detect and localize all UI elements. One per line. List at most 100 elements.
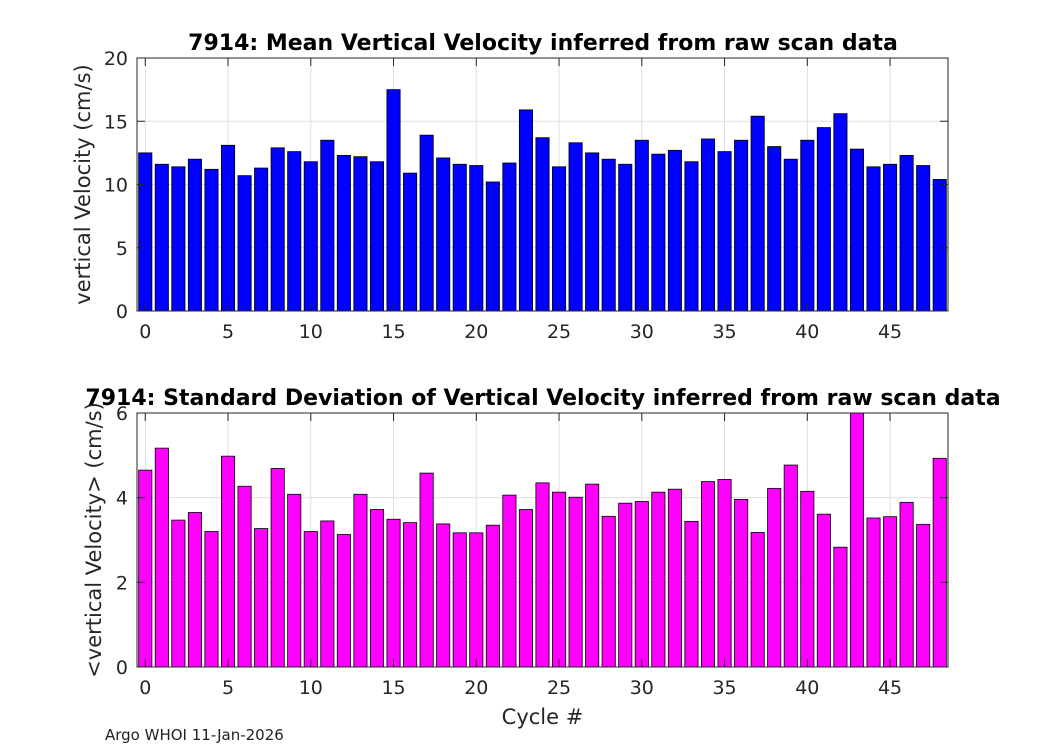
panel2-bar-20 [469, 532, 484, 668]
panel2-bar-15 [386, 518, 401, 668]
panel2-bar-30 [634, 501, 649, 668]
panel1-xtick-label: 25 [547, 321, 571, 343]
panel1-bar-44 [866, 166, 881, 312]
panel1-ytick-label: 5 [116, 238, 128, 260]
panel2-xtick-label: 0 [139, 677, 151, 699]
panel2-bar-17 [419, 472, 434, 668]
panel2-bar-16 [403, 522, 418, 668]
panel2-bar-47 [916, 523, 931, 668]
panel2-bar-37 [750, 531, 765, 668]
panel1-xtick-label: 5 [222, 321, 234, 343]
panel2-bar-23 [518, 509, 533, 668]
panel2-bar-18 [436, 523, 451, 668]
panel1-bar-16 [403, 172, 418, 312]
panel1-ylabel: vertical Velocity (cm/s) [71, 64, 95, 304]
panel1-xtick-label: 15 [381, 321, 405, 343]
panel1-bar-34 [700, 138, 716, 312]
panel1-bar-9 [287, 151, 302, 312]
panel1-bar-41 [816, 127, 831, 312]
panel1-bar-19 [452, 163, 467, 312]
panel2-bar-33 [684, 520, 699, 668]
panel2-xtick-label: 20 [464, 677, 488, 699]
panel1-bar-1 [154, 163, 169, 312]
panel1-bar-17 [419, 134, 434, 312]
panel1-bar-29 [618, 163, 633, 312]
panel1-bar-20 [469, 165, 484, 312]
panel2-bar-41 [816, 513, 831, 668]
panel1-ytick-label: 15 [104, 111, 128, 133]
panel1-ytick-label: 0 [116, 301, 128, 323]
panel1-bar-36 [734, 139, 749, 312]
panel2-bar-31 [651, 491, 666, 668]
panel2-bar-1 [154, 447, 169, 668]
panel1-bar-18 [436, 157, 451, 312]
panel1-bar-6 [237, 175, 252, 312]
panel2-title: 7914: Standard Deviation of Vertical Vel… [85, 386, 1000, 411]
panel1-bar-13 [353, 156, 368, 312]
panel1-bar-14 [369, 161, 385, 312]
panel1-bar-4 [204, 168, 219, 312]
panel2-bar-32 [667, 488, 682, 668]
panel2-bar-5 [221, 455, 236, 668]
panel1-xtick-label: 35 [712, 321, 736, 343]
panel2-bar-34 [700, 481, 716, 668]
panel1-bar-32 [667, 149, 682, 312]
panel2-bar-40 [800, 490, 815, 668]
panel1-xtick-label: 10 [299, 321, 323, 343]
panel1-bar-38 [767, 146, 782, 312]
panel2-bar-45 [883, 516, 898, 668]
panel2-bar-21 [485, 524, 500, 668]
panel1-bar-7 [254, 167, 269, 312]
panel2-bar-25 [552, 491, 567, 668]
panel2-bar-4 [204, 531, 219, 668]
panel1-bar-12 [336, 155, 351, 312]
panel2-xtick-label: 35 [712, 677, 736, 699]
panel1-xtick-label: 40 [795, 321, 819, 343]
panel2-bar-28 [601, 515, 616, 668]
panel2-bar-0 [138, 469, 153, 668]
panel2-bar-14 [369, 509, 385, 668]
panel2-bar-44 [866, 517, 881, 668]
panel2-bar-26 [568, 496, 583, 668]
panel2-ytick-label: 0 [116, 657, 128, 679]
panel2-bar-7 [254, 528, 269, 668]
panel1-bar-24 [535, 137, 550, 312]
panel1-bar-10 [303, 161, 318, 312]
panel1-bar-46 [899, 155, 914, 312]
panel2-xtick-label: 45 [878, 677, 902, 699]
panel1-bar-11 [320, 139, 335, 312]
panel1-bar-31 [651, 153, 666, 312]
panel1-bar-26 [568, 142, 583, 312]
panel2-xtick-label: 40 [795, 677, 819, 699]
panel1-xtick-label: 0 [139, 321, 151, 343]
panel2-xtick-label: 30 [630, 677, 654, 699]
panel2-axes-box [136, 412, 949, 668]
panel2-xtick-label: 10 [299, 677, 323, 699]
panel2-bar-22 [502, 494, 517, 668]
panel1-bar-47 [916, 165, 931, 312]
panel2-bar-12 [336, 534, 351, 668]
panel1-bar-30 [634, 139, 649, 312]
panel2-bar-35 [717, 479, 732, 668]
panel2-bar-6 [237, 485, 252, 668]
panel2-bar-39 [783, 464, 798, 668]
panel1-bar-22 [502, 162, 517, 312]
panel1-title: 7914: Mean Vertical Velocity inferred fr… [188, 31, 898, 56]
panel2-bar-9 [287, 493, 302, 668]
panel2-ytick-label: 4 [116, 488, 128, 510]
panel1-xtick-label: 45 [878, 321, 902, 343]
panel1-bar-25 [552, 166, 567, 312]
panel1-bar-45 [883, 163, 898, 312]
panel1-bar-8 [270, 147, 285, 312]
panel2-bar-43 [849, 412, 864, 668]
panel1-xtick-label: 20 [464, 321, 488, 343]
panel1-bar-28 [601, 158, 616, 312]
panel1-bar-5 [221, 144, 236, 312]
panel2-xtick-label: 15 [381, 677, 405, 699]
panel2-bar-13 [353, 493, 368, 668]
panel1-bar-15 [386, 89, 401, 312]
panel2-bar-24 [535, 482, 550, 668]
panel2-bar-29 [618, 502, 633, 668]
panel2-bar-3 [187, 512, 202, 668]
